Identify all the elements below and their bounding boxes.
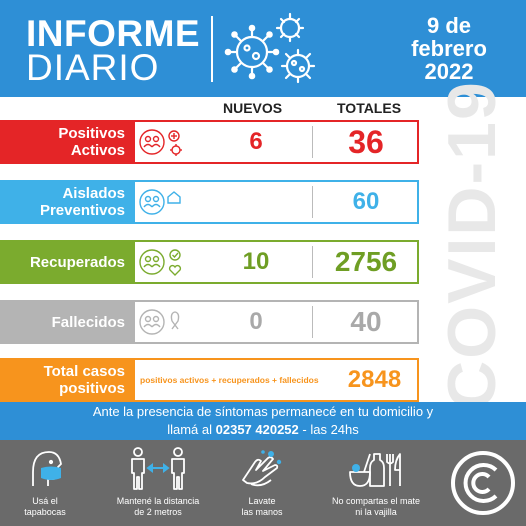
title-diario: DIARIO: [26, 47, 160, 88]
row-label: Positivos Activos: [0, 120, 133, 164]
tip-text: No compartas el mate ni la vajilla: [312, 496, 440, 518]
tip-text: Mantené la distancia de 2 metros: [98, 496, 218, 518]
notice-line1: Ante la presencia de síntomas permanecé …: [92, 404, 434, 419]
tip-hand-wash: Lavate las manos: [222, 440, 302, 526]
value-total: 2848: [347, 366, 402, 393]
tip-no-sharing: No compartas el mate ni la vajilla: [312, 440, 440, 526]
tip-line: tapabocas: [24, 507, 66, 517]
value-new: 10: [242, 248, 270, 275]
label-line: Positivos: [58, 125, 125, 142]
date-year: 2022: [424, 59, 474, 84]
hand-wash-icon: [242, 450, 282, 487]
tip-text: Usá el tapabocas: [12, 496, 78, 518]
value-divider: [312, 246, 313, 278]
row-deceased: Fallecidos 0 40: [0, 300, 419, 344]
value-divider: [312, 186, 313, 218]
distance-icon: [131, 447, 185, 490]
tip-line: Usá el: [32, 496, 58, 506]
row-total-cases: Total casos positivos positivos activos …: [0, 358, 419, 402]
row-label: Recuperados: [0, 240, 133, 284]
row-recovered: Recuperados 10 2756: [0, 240, 419, 284]
tip-line: las manos: [241, 507, 283, 517]
row-preventive-isolated: Aislados Preventivos 60: [0, 180, 419, 224]
date-month: febrero: [411, 36, 487, 61]
label-line: Aislados: [62, 185, 125, 202]
prevention-footer: Usá el tapabocas Mantené la distancia de…: [0, 440, 526, 526]
tip-line: No compartas el mate: [331, 496, 421, 506]
row-box: [133, 120, 419, 164]
mate-utensils-icon: [349, 453, 401, 487]
people-ribbon-icon: [139, 309, 180, 335]
value-new: 0: [249, 308, 263, 335]
virus-icon: [224, 12, 316, 84]
label-line: positivos: [59, 380, 125, 397]
people-heart-icon: [139, 249, 182, 276]
municipal-logo-icon: [451, 451, 515, 515]
tip-mask: Usá el tapabocas: [12, 440, 78, 526]
value-new: 6: [249, 128, 263, 155]
mask-icon: [32, 451, 62, 486]
value-divider: [312, 306, 313, 338]
tip-line: de 2 metros: [134, 507, 182, 517]
tip-distance: Mantené la distancia de 2 metros: [98, 440, 218, 526]
symptoms-notice: Ante la presencia de síntomas permanecé …: [0, 402, 526, 440]
tip-line: ni la vajilla: [355, 507, 397, 517]
row-label: Total casos positivos: [0, 358, 133, 402]
value-total: 36: [348, 124, 384, 160]
value-total: 40: [350, 306, 382, 337]
value-total: 2756: [334, 246, 398, 277]
row-box: [133, 358, 419, 402]
value-divider: [312, 126, 313, 158]
notice-suffix: - las 24hs: [302, 422, 359, 437]
people-house-icon: [139, 189, 181, 215]
row-label: Fallecidos: [0, 300, 133, 344]
header-divider: [211, 16, 213, 82]
tip-text: Lavate las manos: [222, 496, 302, 518]
people-virus-icon: [139, 129, 182, 156]
notice-prefix: llamá al: [167, 422, 212, 437]
label-line: Total casos: [43, 363, 125, 380]
column-header-new: NUEVOS: [223, 100, 283, 116]
row-box: [133, 300, 419, 344]
label-line: Recuperados: [29, 253, 125, 271]
column-header-total: TOTALES: [337, 100, 402, 116]
label-line: Preventivos: [39, 202, 125, 219]
tip-line: Mantené la distancia: [116, 496, 200, 506]
value-new: [200, 180, 312, 224]
header-banner: INFORME DIARIO 9 de f: [0, 0, 526, 97]
label-line: Fallecidos: [51, 313, 125, 331]
row-box: [133, 240, 419, 284]
title-informe: INFORME: [26, 13, 201, 54]
side-title: COVID-19: [424, 80, 520, 410]
date-day: 9 de: [426, 13, 472, 38]
notice-phone: 02357 420252: [215, 422, 299, 437]
row-active-positive: Positivos Activos 6 36: [0, 120, 419, 164]
row-label: Aislados Preventivos: [0, 180, 133, 224]
tip-line: Lavate: [248, 496, 276, 506]
label-line: Activos: [70, 142, 125, 159]
value-total: 60: [352, 188, 380, 215]
side-title-text: COVID-19: [434, 80, 510, 410]
total-formula: positivos activos + recuperados + fallec…: [140, 375, 319, 385]
report-date: 9 de febrero 2022: [394, 14, 504, 83]
notice-line2: llamá al 02357 420252 - las 24hs: [0, 421, 526, 439]
